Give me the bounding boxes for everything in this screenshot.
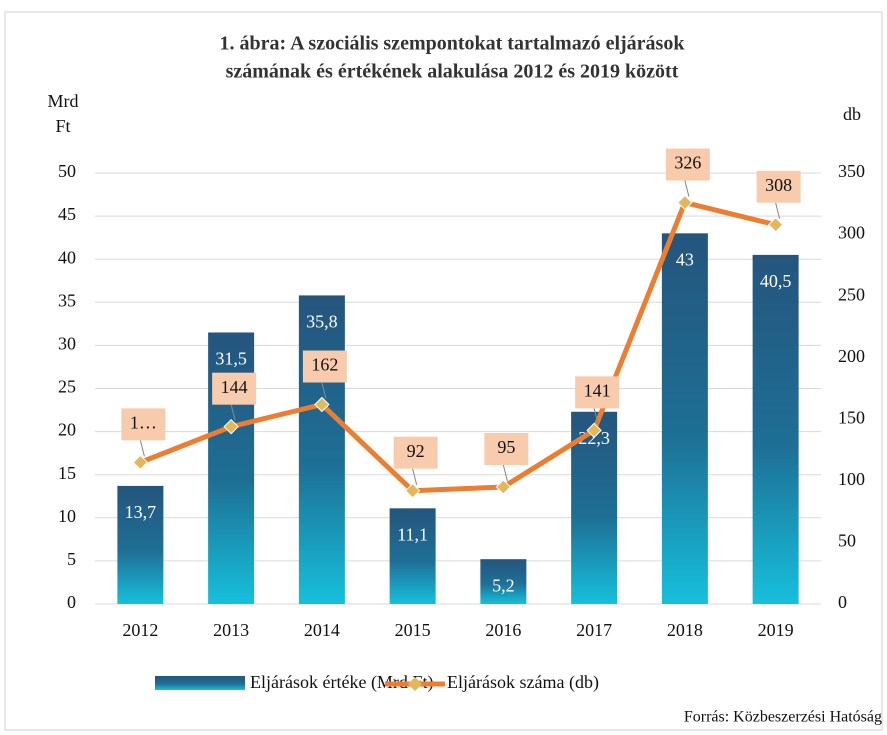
line-value-label: 1… [130, 413, 157, 433]
label-box [756, 170, 801, 203]
y2-tick-label: 0 [838, 592, 847, 612]
label-box [121, 408, 166, 441]
y-tick-label: 25 [58, 377, 76, 397]
label-leader [139, 440, 145, 457]
marker [586, 422, 602, 439]
chart-title: 1. ábra: A szociális szempontokat tartal… [220, 33, 686, 55]
frame [4, 11, 883, 731]
y-tick-label: 15 [58, 463, 76, 483]
chart-title: számának és értékének alakulása 2012 és … [226, 61, 679, 83]
x-tick-label: 2016 [485, 620, 521, 640]
bar-value-label: 31,5 [215, 349, 247, 369]
bar [298, 295, 345, 604]
y2-axis-label: db [843, 104, 861, 124]
bar-value-label: 40,5 [760, 271, 792, 291]
y-tick-label: 10 [58, 506, 76, 526]
label-leader [321, 382, 327, 399]
x-tick-label: 2018 [667, 620, 703, 640]
y-tick-label: 20 [58, 420, 76, 440]
marker [677, 194, 693, 211]
x-tick-label: 2019 [758, 620, 794, 640]
legend-swatch [155, 676, 245, 690]
bar [389, 508, 436, 604]
x-tick-label: 2015 [395, 620, 431, 640]
line-value-label: 141 [584, 380, 611, 400]
line-value-label: 308 [765, 175, 792, 195]
y-axis-label: Mrd [48, 91, 79, 111]
marker [314, 396, 330, 413]
line-value-label: 95 [497, 437, 515, 457]
bar [661, 233, 708, 604]
x-tick-label: 2013 [213, 620, 249, 640]
label-box [212, 372, 257, 405]
y2-tick-label: 100 [838, 469, 865, 489]
y-tick-label: 50 [58, 161, 76, 181]
bar [117, 485, 164, 604]
y-tick-label: 40 [58, 247, 76, 267]
marker [495, 479, 512, 495]
y-tick-label: 0 [67, 592, 76, 612]
y-tick-label: 35 [58, 290, 76, 310]
y2-tick-label: 50 [838, 531, 856, 551]
legend-label: Eljárások értéke (Mrd Ft) [250, 672, 433, 693]
bar [752, 254, 799, 604]
line-value-label: 144 [221, 377, 248, 397]
y2-tick-label: 300 [838, 223, 865, 243]
label-leader [502, 464, 508, 482]
label-box [302, 350, 347, 383]
bar-value-label: 35,8 [306, 312, 338, 332]
bar [480, 559, 527, 604]
x-tick-label: 2017 [576, 620, 612, 640]
line-value-label: 92 [407, 441, 425, 461]
label-leader [684, 180, 690, 197]
line-value-label: 162 [311, 355, 338, 375]
source: Forrás: Közbeszerzési Hatóság [684, 709, 882, 726]
label-leader [230, 404, 236, 421]
y2-tick-label: 200 [838, 346, 865, 366]
bar-value-label: 13,7 [125, 502, 157, 522]
y2-tick-label: 150 [838, 407, 865, 427]
bar-value-label: 43 [676, 249, 694, 269]
marker [767, 217, 784, 233]
label-leader [775, 202, 781, 219]
label-box [484, 433, 529, 466]
y-tick-label: 45 [58, 204, 76, 224]
label-box [575, 376, 620, 409]
label-box [393, 436, 438, 469]
label-leader [593, 408, 599, 425]
marker [132, 454, 149, 471]
legend-label: Eljárások száma (db) [447, 672, 599, 693]
y-tick-label: 30 [58, 334, 76, 354]
x-tick-label: 2012 [122, 620, 158, 640]
legend-marker [408, 677, 422, 691]
bar-value-label: 5,2 [492, 575, 515, 595]
line-value-label: 326 [674, 153, 701, 173]
marker [404, 483, 421, 499]
label-leader [412, 468, 418, 485]
label-box [665, 148, 710, 181]
y-axis-label: Ft [55, 116, 70, 136]
bar-value-label: 11,1 [397, 524, 428, 544]
bar [571, 411, 618, 604]
x-tick-label: 2014 [304, 620, 340, 640]
marker [223, 418, 239, 435]
y-tick-label: 5 [67, 549, 76, 569]
line [139, 200, 777, 494]
y2-tick-label: 350 [838, 161, 865, 181]
y2-tick-label: 250 [838, 284, 865, 304]
